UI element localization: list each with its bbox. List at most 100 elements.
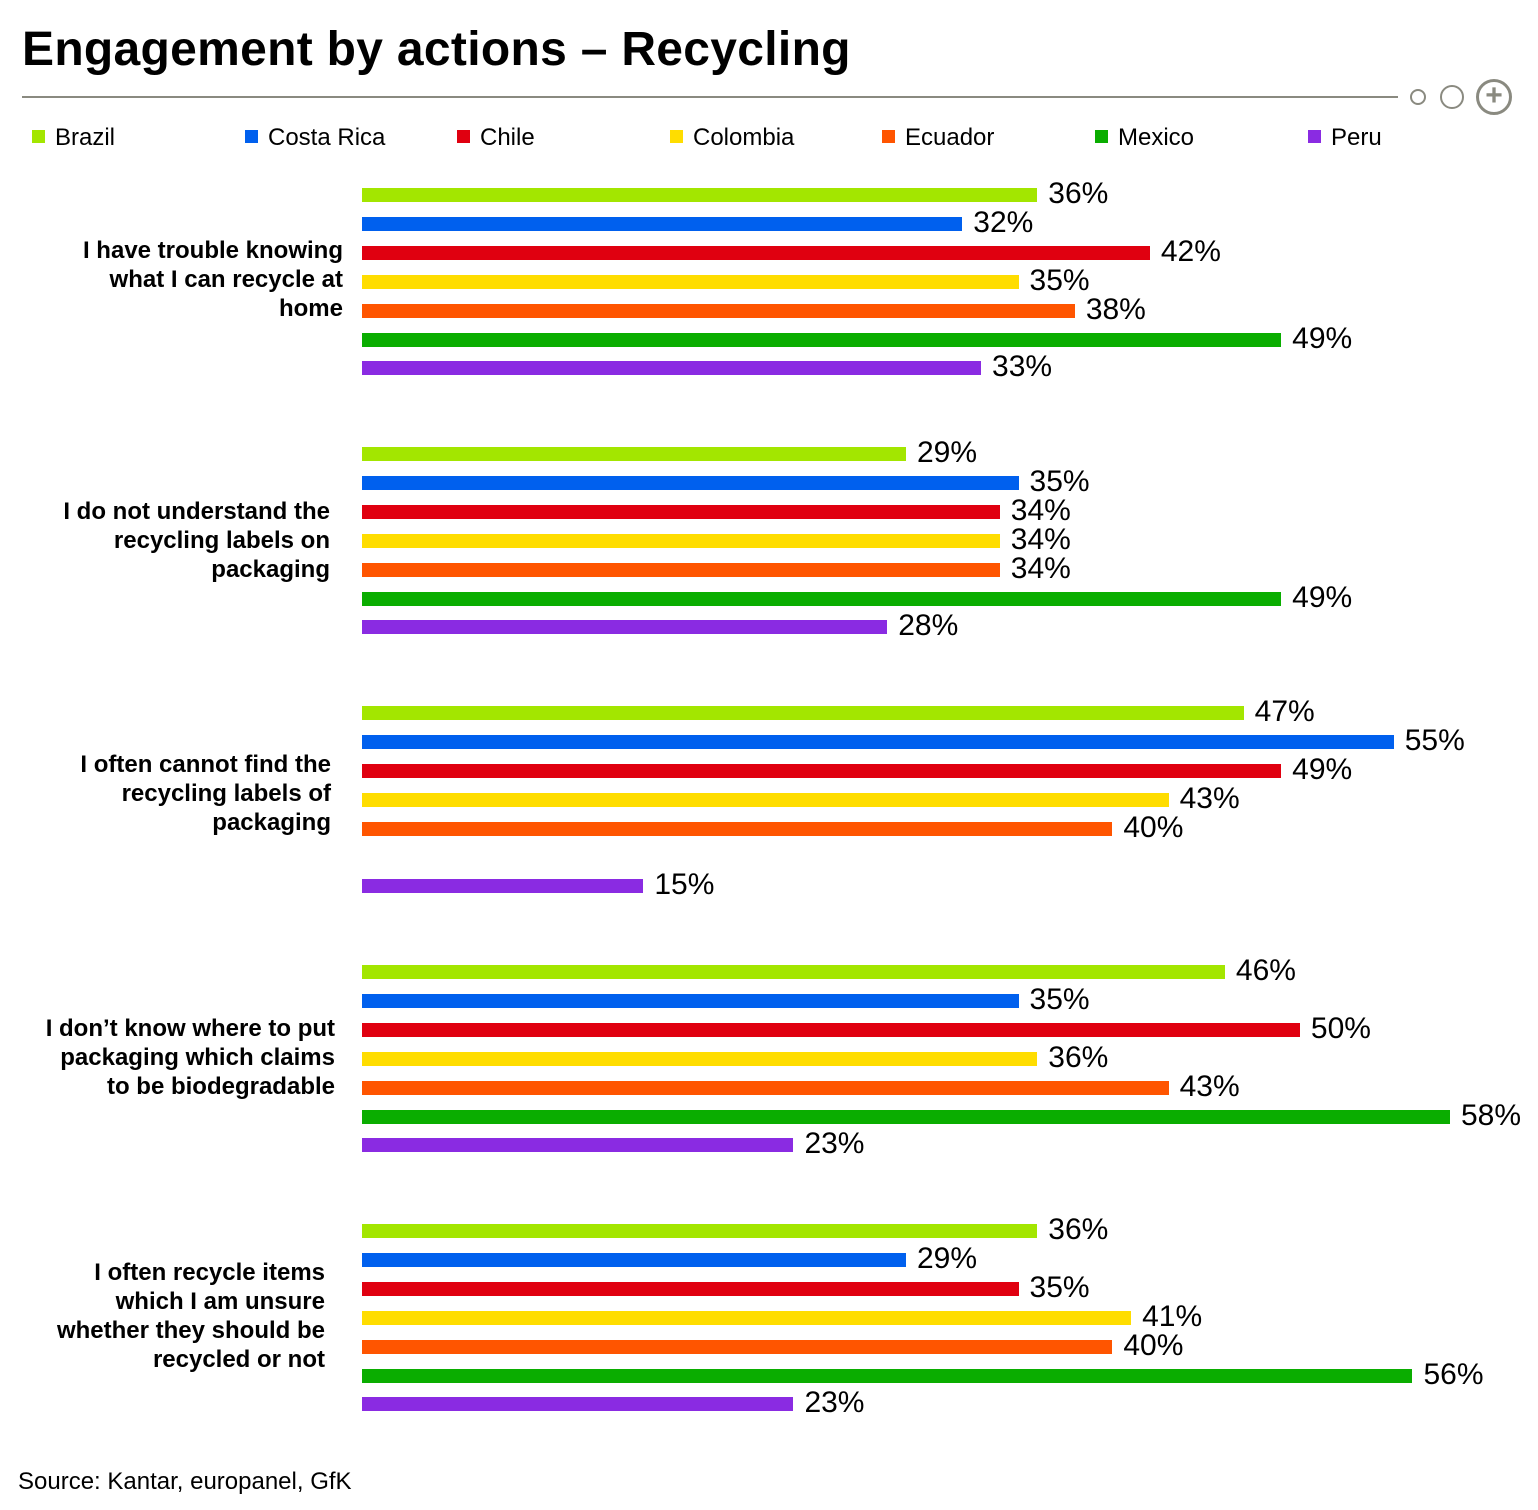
legend-item-chile: Chile bbox=[457, 124, 535, 152]
data-label: 15% bbox=[654, 868, 715, 902]
bar-costa-rica bbox=[362, 216, 963, 231]
bar-mexico bbox=[362, 332, 1282, 347]
category-label: I often cannot find the recycling labels… bbox=[80, 751, 331, 836]
bar-colombia bbox=[362, 1051, 1038, 1066]
data-label: 35% bbox=[1029, 982, 1090, 1016]
data-label: 49% bbox=[1292, 321, 1353, 355]
source-note: Source: Kantar, europanel, GfK bbox=[18, 1468, 352, 1495]
legend-label: Costa Rica bbox=[268, 124, 386, 151]
bar-costa-rica bbox=[362, 1252, 906, 1267]
bar-costa-rica bbox=[362, 734, 1394, 749]
legend-swatch bbox=[1095, 130, 1108, 143]
data-label: 35% bbox=[1029, 464, 1090, 498]
data-label: 36% bbox=[1048, 1040, 1109, 1074]
bar-brazil bbox=[362, 706, 1244, 720]
legend-label: Brazil bbox=[55, 124, 116, 151]
bar-chile bbox=[362, 245, 1150, 260]
legend-item-costa-rica: Costa Rica bbox=[245, 124, 385, 152]
bar-colombia bbox=[362, 792, 1169, 807]
pager-dot-2[interactable] bbox=[1440, 85, 1464, 109]
bar-costa-rica bbox=[362, 993, 1019, 1008]
data-label: 58% bbox=[1461, 1098, 1522, 1132]
bar-chile bbox=[362, 1022, 1300, 1037]
legend-label: Ecuador bbox=[905, 124, 995, 151]
bar-ecuador bbox=[362, 1339, 1113, 1354]
data-label: 47% bbox=[1254, 695, 1315, 728]
chart-title: Engagement by actions – Recycling bbox=[22, 23, 851, 76]
data-label: 36% bbox=[1048, 1213, 1109, 1246]
bar-colombia bbox=[362, 533, 1000, 548]
category-label: I often recycle items which I am unsure … bbox=[56, 1259, 325, 1373]
data-label: 38% bbox=[1085, 292, 1146, 326]
legend-item-colombia: Colombia bbox=[670, 124, 794, 152]
data-label: 35% bbox=[1029, 263, 1090, 297]
data-label: 43% bbox=[1179, 1069, 1240, 1103]
bar-brazil bbox=[362, 1224, 1038, 1238]
data-label: 49% bbox=[1292, 752, 1353, 786]
bar-colombia bbox=[362, 1310, 1132, 1325]
data-label: 41% bbox=[1142, 1299, 1203, 1333]
data-label: 50% bbox=[1310, 1011, 1371, 1045]
title-divider bbox=[22, 96, 1398, 98]
legend-label: Peru bbox=[1331, 124, 1382, 151]
bar-peru bbox=[362, 620, 888, 635]
data-label: 49% bbox=[1292, 580, 1353, 614]
pager-dot-1[interactable] bbox=[1410, 89, 1426, 105]
data-label: 33% bbox=[992, 350, 1053, 384]
category-label: I don’t know where to put packaging whic… bbox=[45, 1015, 335, 1100]
legend-swatch bbox=[32, 130, 45, 143]
bar-brazil bbox=[362, 965, 1225, 979]
data-label: 34% bbox=[1010, 522, 1071, 556]
expand-plus-icon[interactable]: + bbox=[1476, 79, 1512, 115]
legend-swatch bbox=[245, 130, 258, 143]
legend-item-mexico: Mexico bbox=[1095, 124, 1194, 152]
legend-item-brazil: Brazil bbox=[32, 124, 115, 152]
bar-ecuador bbox=[362, 303, 1075, 318]
data-label: 42% bbox=[1160, 234, 1221, 268]
legend-swatch bbox=[670, 130, 683, 143]
data-label: 40% bbox=[1123, 1328, 1184, 1362]
bar-ecuador bbox=[362, 1080, 1169, 1095]
category-label: I have trouble knowing what I can recycl… bbox=[82, 237, 343, 322]
legend-item-peru: Peru bbox=[1308, 124, 1382, 152]
data-label: 29% bbox=[917, 1241, 978, 1275]
legend-swatch bbox=[1308, 130, 1321, 143]
legend-label: Colombia bbox=[693, 124, 795, 151]
bar-chile bbox=[362, 763, 1282, 778]
data-label: 34% bbox=[1010, 493, 1071, 527]
legend-item-ecuador: Ecuador bbox=[882, 124, 994, 152]
data-label: 56% bbox=[1423, 1357, 1484, 1391]
data-label: 29% bbox=[917, 436, 978, 469]
bar-brazil bbox=[362, 447, 906, 461]
bar-costa-rica bbox=[362, 475, 1019, 490]
bar-chile bbox=[362, 504, 1000, 519]
data-label: 36% bbox=[1048, 177, 1109, 210]
legend-swatch bbox=[457, 130, 470, 143]
legend-label: Mexico bbox=[1118, 124, 1195, 151]
bar-mexico bbox=[362, 591, 1282, 606]
legend-label: Chile bbox=[480, 124, 535, 151]
bar-ecuador bbox=[362, 562, 1000, 577]
category-label: I do not understand the recycling labels… bbox=[63, 498, 330, 583]
data-label: 23% bbox=[804, 1127, 865, 1161]
bar-peru bbox=[362, 1397, 794, 1412]
bar-ecuador bbox=[362, 821, 1113, 836]
bar-colombia bbox=[362, 274, 1019, 289]
bar-peru bbox=[362, 879, 644, 894]
data-label: 55% bbox=[1404, 723, 1465, 757]
bar-chile bbox=[362, 1281, 1019, 1296]
data-label: 32% bbox=[973, 205, 1034, 239]
data-label: 34% bbox=[1010, 551, 1071, 585]
bar-peru bbox=[362, 1138, 794, 1153]
data-label: 28% bbox=[898, 609, 959, 643]
data-label: 43% bbox=[1179, 781, 1240, 815]
data-label: 46% bbox=[1235, 954, 1296, 987]
data-label: 35% bbox=[1029, 1270, 1090, 1304]
bar-peru bbox=[362, 361, 982, 376]
bar-brazil bbox=[362, 188, 1038, 202]
data-label: 40% bbox=[1123, 810, 1184, 844]
bar-mexico bbox=[362, 1109, 1450, 1124]
legend-swatch bbox=[882, 130, 895, 143]
bar-mexico bbox=[362, 1368, 1413, 1383]
data-label: 23% bbox=[804, 1386, 865, 1420]
